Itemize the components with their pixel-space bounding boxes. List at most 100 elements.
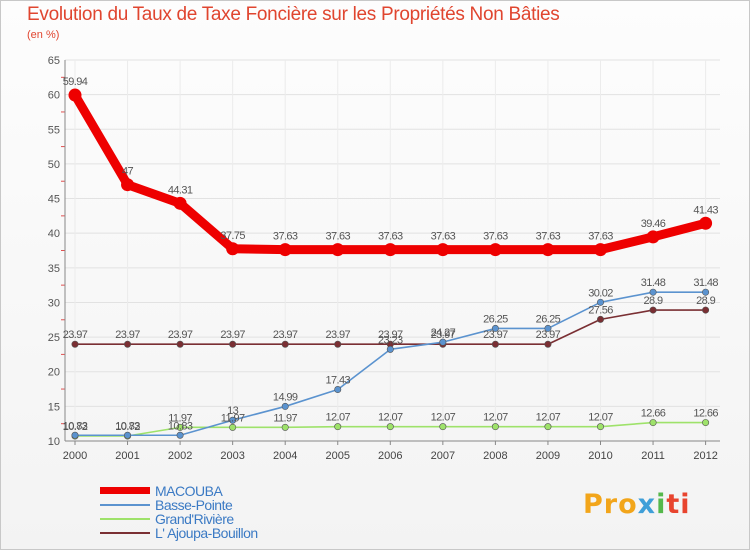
data-label-macouba-2004: 37.63	[273, 231, 298, 243]
data-label-grand-rivi-re-2001: 10.72	[115, 421, 140, 433]
data-label-basse-pointe-2009: 26.25	[536, 313, 561, 325]
data-label-macouba-2010: 37.63	[588, 231, 613, 243]
data-point-basse-pointe-2012	[702, 288, 710, 296]
x-tick-label-2006: 2006	[378, 450, 402, 462]
data-point-macouba-2007	[436, 243, 450, 257]
data-point-grand-rivi-re-2004	[281, 423, 289, 431]
data-point-macouba-2000	[68, 88, 82, 102]
x-tick-label-2010: 2010	[588, 450, 612, 462]
x-tick-label-2011: 2011	[641, 450, 665, 462]
data-label-basse-pointe-2006: 23.23	[378, 334, 403, 346]
data-label-grand-rivi-re-2005: 12.07	[325, 412, 350, 424]
data-label-basse-pointe-2008: 26.25	[483, 313, 508, 325]
data-point-l-ajoupa-bouillon-2005	[334, 340, 342, 348]
data-point-grand-rivi-re-2002	[176, 423, 184, 431]
data-label-l-ajoupa-bouillon-2006: 23.97	[378, 329, 403, 341]
data-label-basse-pointe-2003: 13	[227, 405, 239, 417]
data-label-macouba-2008: 37.63	[483, 231, 508, 243]
data-point-basse-pointe-2003	[229, 416, 237, 424]
y-tick-label-45: 45	[48, 194, 60, 206]
data-point-l-ajoupa-bouillon-2002	[176, 340, 184, 348]
y-tick-label-40: 40	[48, 228, 60, 240]
data-point-macouba-2006	[383, 243, 397, 257]
x-tick-label-2009: 2009	[536, 450, 560, 462]
data-point-l-ajoupa-bouillon-2000	[71, 340, 79, 348]
data-point-basse-pointe-2011	[649, 288, 657, 296]
data-point-basse-pointe-2002	[176, 431, 184, 439]
data-point-grand-rivi-re-2005	[334, 423, 342, 431]
unit-label: (en %)	[27, 29, 60, 41]
data-point-macouba-2001	[121, 178, 135, 192]
data-point-macouba-2012	[699, 216, 713, 230]
data-point-grand-rivi-re-2012	[702, 419, 710, 427]
data-point-grand-rivi-re-2003	[229, 423, 237, 431]
legend-label-ajoupa-bouillon: L' Ajoupa-Bouillon	[155, 525, 258, 541]
x-tick-label-2000: 2000	[63, 450, 87, 462]
data-point-grand-rivi-re-2008	[491, 423, 499, 431]
data-label-grand-rivi-re-2002: 11.97	[168, 412, 192, 424]
data-point-l-ajoupa-bouillon-2003	[229, 340, 237, 348]
data-point-grand-rivi-re-2009	[544, 423, 552, 431]
data-point-basse-pointe-2008	[491, 324, 499, 332]
x-tick-label-2007: 2007	[431, 450, 455, 462]
data-label-grand-rivi-re-2011: 12.66	[641, 408, 666, 420]
data-label-macouba-2009: 37.63	[536, 231, 561, 243]
y-tick-label-30: 30	[48, 297, 60, 309]
legend-swatch-basse-pointe	[100, 504, 150, 506]
data-label-basse-pointe-2001: 10.83	[115, 420, 140, 432]
legend-label-grand-riviere: Grand'Rivière	[155, 511, 234, 527]
data-point-basse-pointe-2009	[544, 324, 552, 332]
data-label-grand-rivi-re-2004: 11.97	[273, 412, 297, 424]
data-point-macouba-2003	[226, 242, 240, 256]
x-tick-label-2004: 2004	[273, 450, 297, 462]
y-tick-label-10: 10	[48, 436, 60, 448]
data-point-grand-rivi-re-2011	[649, 419, 657, 427]
data-label-l-ajoupa-bouillon-2003: 23.97	[220, 329, 245, 341]
data-label-grand-rivi-re-2008: 12.07	[483, 412, 508, 424]
data-label-macouba-2005: 37.63	[325, 231, 350, 243]
data-point-basse-pointe-2006	[386, 345, 394, 353]
data-label-basse-pointe-2000: 10.83	[63, 420, 88, 432]
data-label-macouba-2007: 37.63	[431, 231, 456, 243]
y-tick-label-60: 60	[48, 90, 60, 102]
y-tick-label-15: 15	[48, 401, 60, 413]
x-tick-label-2005: 2005	[326, 450, 350, 462]
data-label-l-ajoupa-bouillon-2010: 27.56	[588, 304, 613, 316]
y-tick-label-55: 55	[48, 124, 60, 136]
x-tick-label-2012: 2012	[693, 450, 717, 462]
x-tick-label-2002: 2002	[168, 450, 192, 462]
data-label-macouba-2011: 39.46	[641, 218, 666, 230]
data-label-grand-rivi-re-2006: 12.07	[378, 412, 403, 424]
y-tick-label-35: 35	[48, 263, 60, 275]
data-point-basse-pointe-2007	[439, 338, 447, 346]
legend-swatch-macouba	[100, 487, 150, 494]
data-label-grand-rivi-re-2007: 12.07	[431, 412, 456, 424]
legend-label-basse-pointe: Basse-Pointe	[155, 497, 233, 513]
data-label-l-ajoupa-bouillon-2002: 23.97	[168, 329, 193, 341]
data-label-basse-pointe-2002: 10.83	[168, 420, 193, 432]
data-point-macouba-2004	[278, 243, 292, 257]
data-label-macouba-2001: 47	[122, 166, 134, 178]
data-label-l-ajoupa-bouillon-2000: 23.97	[63, 329, 88, 341]
data-point-basse-pointe-2000	[71, 431, 79, 439]
data-point-macouba-2011	[646, 230, 660, 244]
data-point-macouba-2008	[488, 243, 502, 257]
chart-title: Evolution du Taux de Taxe Foncière sur l…	[27, 4, 560, 25]
data-label-basse-pointe-2011: 31.48	[641, 277, 666, 289]
data-label-l-ajoupa-bouillon-2008: 23.97	[483, 329, 508, 341]
legend-swatch-ajoupa-bouillon	[100, 532, 150, 534]
data-label-macouba-2006: 37.63	[378, 231, 403, 243]
data-label-macouba-2000: 59.94	[63, 76, 88, 88]
data-label-basse-pointe-2010: 30.02	[588, 287, 613, 299]
data-label-macouba-2002: 44.31	[168, 184, 193, 196]
data-label-l-ajoupa-bouillon-2011: 28.9	[644, 295, 663, 307]
data-point-l-ajoupa-bouillon-2012	[702, 306, 710, 314]
data-point-grand-rivi-re-2006	[386, 423, 394, 431]
data-point-l-ajoupa-bouillon-2011	[649, 306, 657, 314]
data-label-grand-rivi-re-2003: 11.97	[221, 412, 245, 424]
data-point-macouba-2009	[541, 243, 555, 257]
data-label-grand-rivi-re-2000: 10.72	[63, 421, 88, 433]
x-tick-label-2008: 2008	[483, 450, 507, 462]
data-label-l-ajoupa-bouillon-2009: 23.97	[536, 329, 561, 341]
